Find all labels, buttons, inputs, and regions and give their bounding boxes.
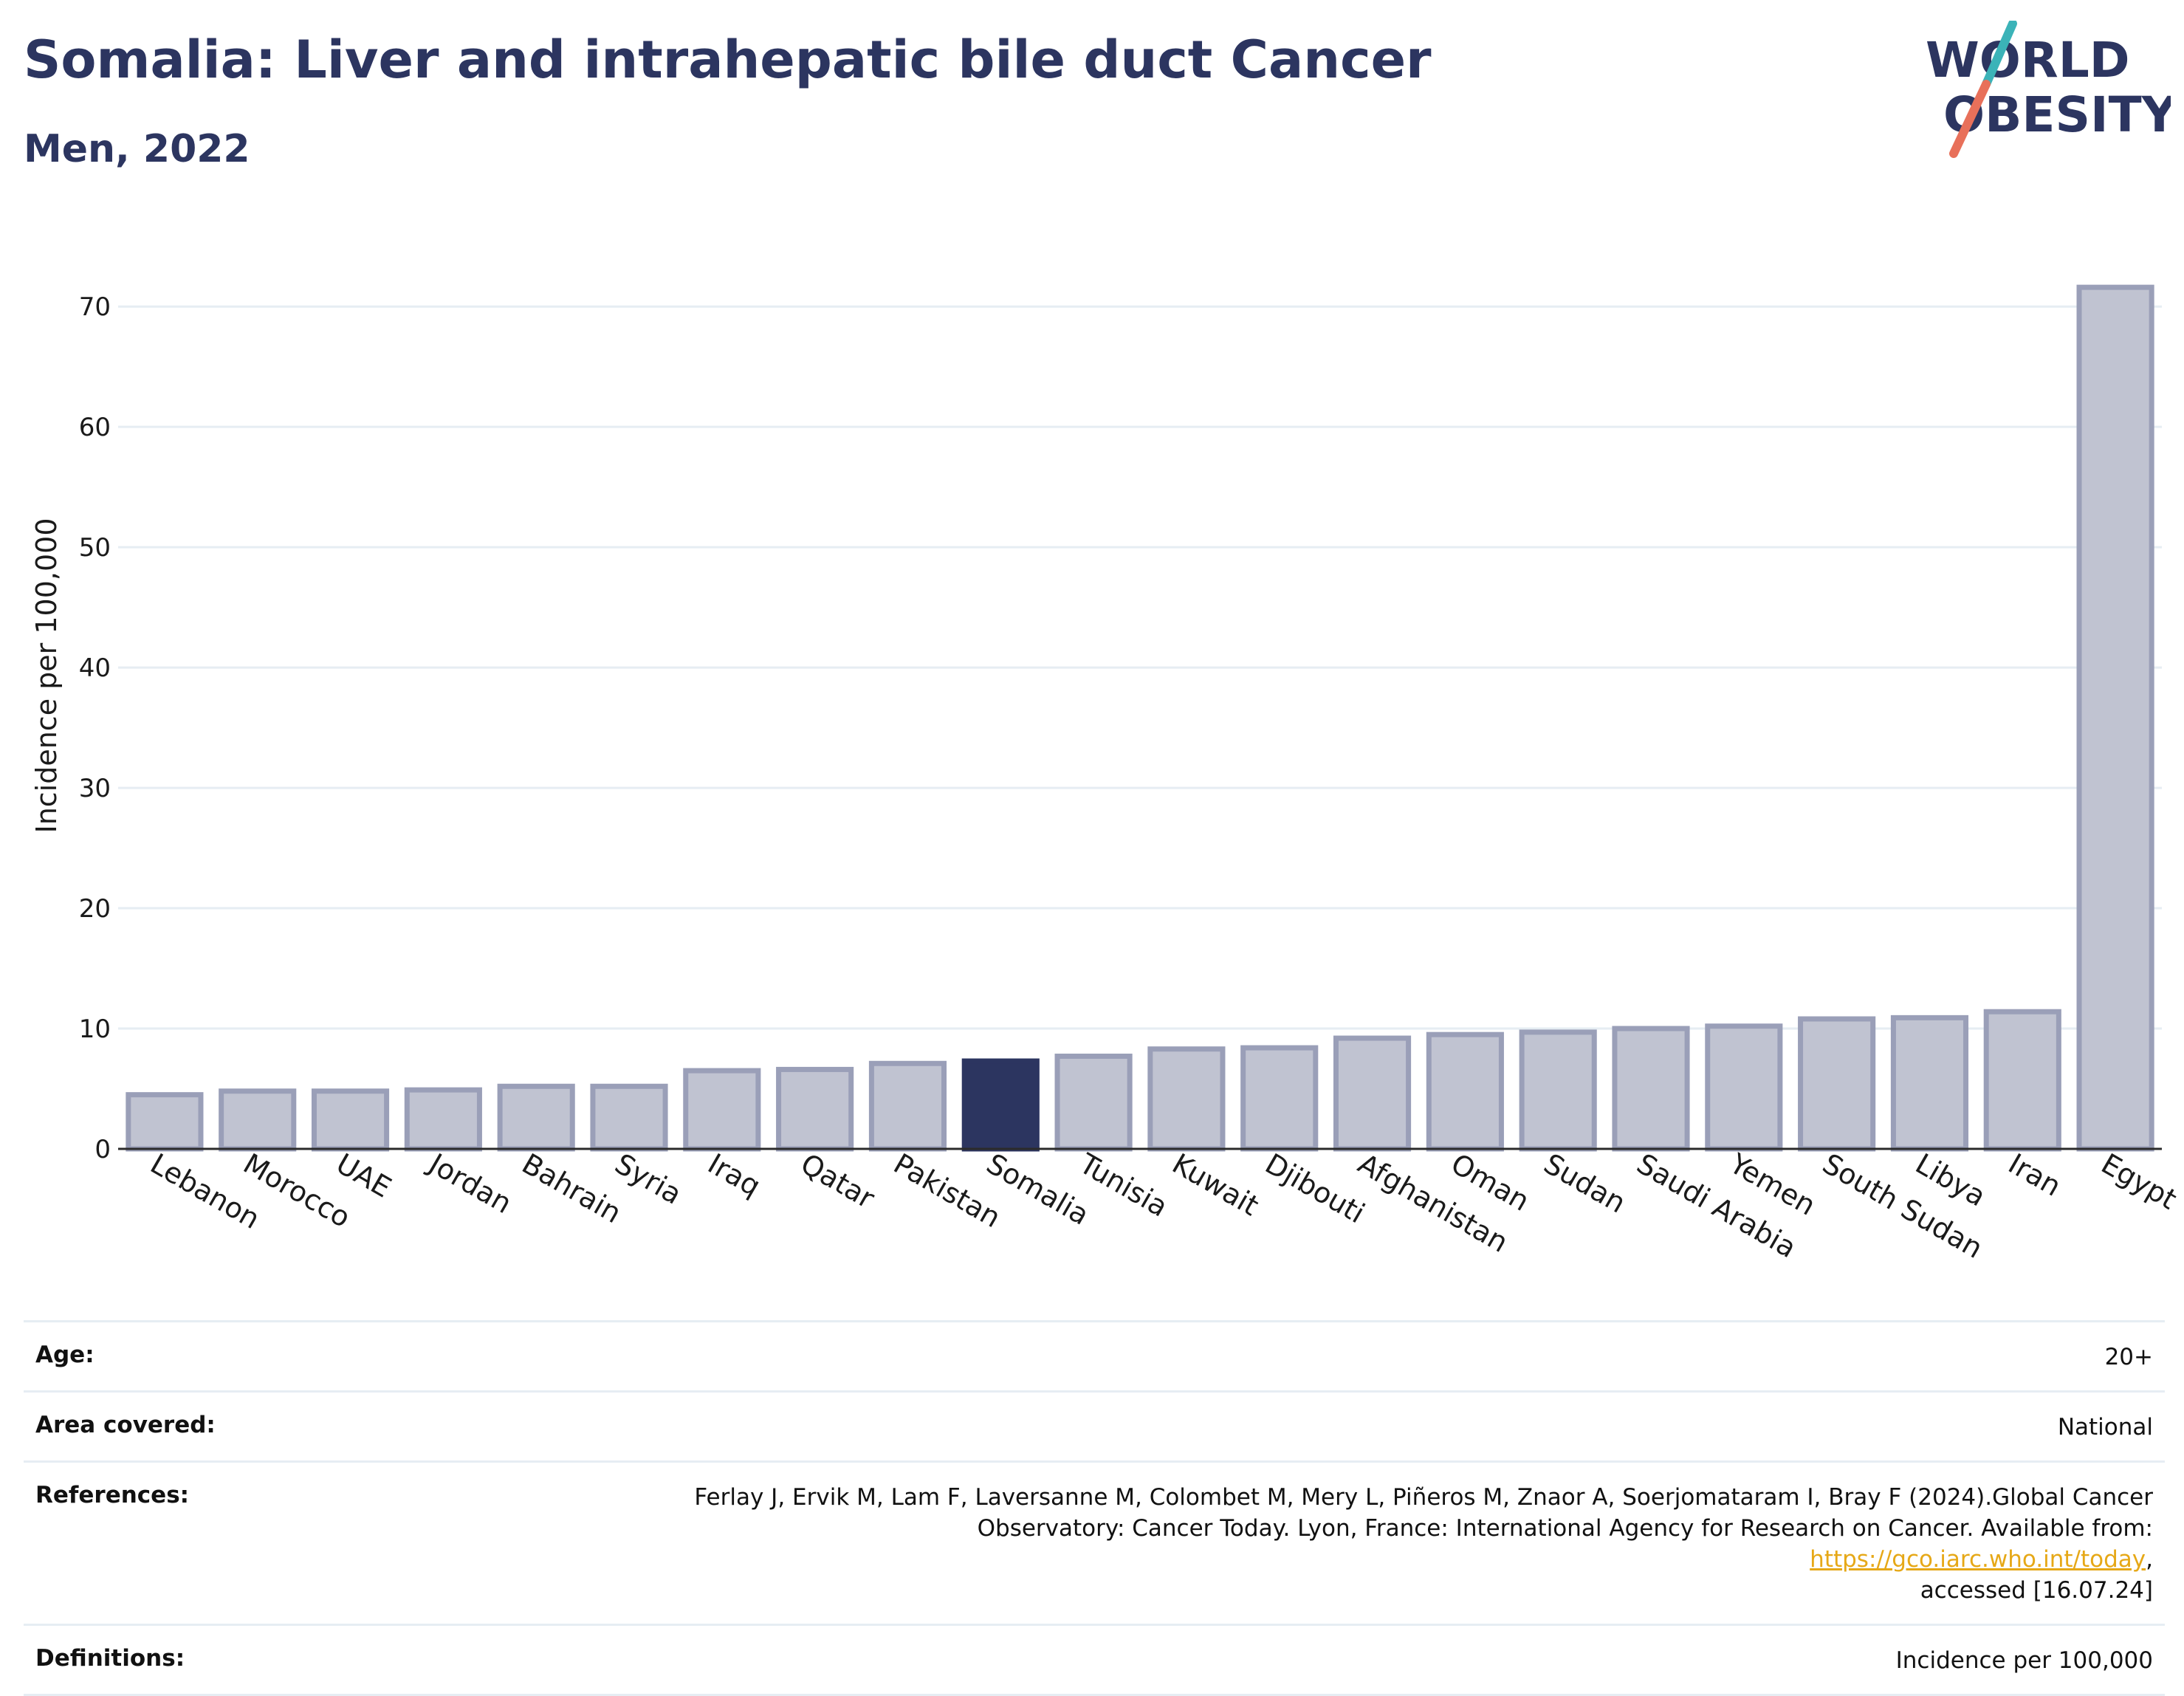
bar-djibouti (1240, 1045, 1319, 1152)
x-tick-label: UAE (331, 1147, 396, 1204)
ref-line-2-suffix: , (2146, 1546, 2153, 1573)
bar-egypt (2076, 284, 2154, 1152)
x-tick-label: Egypt (2096, 1147, 2183, 1216)
bars (118, 284, 2162, 1152)
logo-slash-bottom (1949, 80, 1991, 158)
bar-iraq (683, 1068, 761, 1152)
bar-jordan (404, 1087, 482, 1152)
bar-sudan (1519, 1029, 1597, 1152)
reference-link[interactable]: https://gco.iarc.who.int/today (1810, 1546, 2146, 1573)
gridlines (118, 305, 2162, 1030)
x-tick-label: Bahrain (517, 1147, 627, 1230)
bar-oman (1426, 1031, 1504, 1152)
bar-tunisia (1054, 1054, 1133, 1152)
ref-line-2-prefix: Observatory: Cancer Today. Lyon, France:… (977, 1515, 2153, 1542)
bar-iran (1983, 1009, 2061, 1152)
meta-row-area: Area covered: National (24, 1390, 2165, 1460)
x-tick-label: Sudan (1539, 1147, 1632, 1220)
bar-somalia (961, 1058, 1040, 1152)
bar-libya (1890, 1014, 1969, 1152)
meta-area-key: Area covered: (35, 1412, 216, 1438)
bar-qatar (776, 1066, 854, 1152)
y-tick-label: 60 (79, 413, 111, 442)
y-tick-label: 20 (79, 894, 111, 924)
x-tick-label: Djibouti (1260, 1147, 1370, 1230)
bar-bahrain (497, 1083, 575, 1152)
meta-references-key: References: (35, 1482, 190, 1508)
bar-uae (311, 1088, 390, 1152)
x-tick-label: Kuwait (1167, 1147, 1264, 1223)
bar-pakistan (868, 1060, 947, 1152)
y-tick-label: 50 (79, 533, 111, 563)
meta-row-age: Age: 20+ (24, 1320, 2165, 1390)
y-tick-label: 30 (79, 774, 111, 803)
meta-definitions-key: Definitions: (35, 1645, 185, 1672)
y-tick-label: 70 (79, 292, 111, 322)
world-obesity-logo: WORLD OBESITY (1926, 21, 2171, 158)
bar-morocco (219, 1088, 297, 1152)
ref-line-1: Ferlay J, Ervik M, Lam F, Laversanne M, … (694, 1484, 2153, 1511)
y-tick-labels: 0 10 20 30 40 50 60 70 (79, 292, 111, 1164)
chart-subtitle: Men, 2022 (24, 127, 250, 171)
x-tick-label: Iraq (702, 1147, 766, 1203)
meta-row-references: References: Ferlay J, Ervik M, Lam F, La… (24, 1460, 2165, 1624)
x-tick-label: Qatar (795, 1147, 880, 1215)
x-tick-label: Jordan (422, 1147, 517, 1220)
meta-row-definitions: Definitions: Incidence per 100,000 (24, 1624, 2165, 1696)
x-tick-label: Pakistan (888, 1147, 1006, 1235)
meta-age-key: Age: (35, 1342, 95, 1368)
x-tick-label: Iran (2003, 1147, 2067, 1203)
logo-line1: WORLD (1926, 32, 2130, 89)
x-tick-label: Saudi Arabia (1632, 1147, 1802, 1265)
bar-afghanistan (1333, 1035, 1412, 1152)
bar-south-sudan (1798, 1016, 1876, 1152)
meta-definitions-value: Incidence per 100,000 (1895, 1647, 2153, 1674)
meta-age-value: 20+ (2104, 1344, 2153, 1370)
meta-references-value: Ferlay J, Ervik M, Lam F, Laversanne M, … (639, 1482, 2153, 1606)
bar-lebanon (126, 1092, 204, 1152)
bar-kuwait (1147, 1046, 1226, 1152)
y-axis-title: Incidence per 100,000 (30, 518, 63, 833)
chart-title: Somalia: Liver and intrahepatic bile duc… (24, 30, 1432, 90)
y-tick-label: 40 (79, 653, 111, 683)
metadata-table: Age: 20+ Area covered: National Referenc… (24, 1320, 2165, 1696)
bar-syria (590, 1083, 668, 1152)
logo-slash-top (1982, 21, 2017, 89)
y-tick-label: 0 (95, 1135, 111, 1164)
x-tick-label: South Sudan (1817, 1147, 1988, 1265)
bar-saudi-arabia (1612, 1026, 1690, 1152)
y-tick-label: 10 (79, 1014, 111, 1044)
bar-yemen (1705, 1023, 1783, 1152)
ref-line-3: accessed [16.07.24] (1920, 1577, 2153, 1604)
meta-area-value: National (2057, 1414, 2153, 1441)
